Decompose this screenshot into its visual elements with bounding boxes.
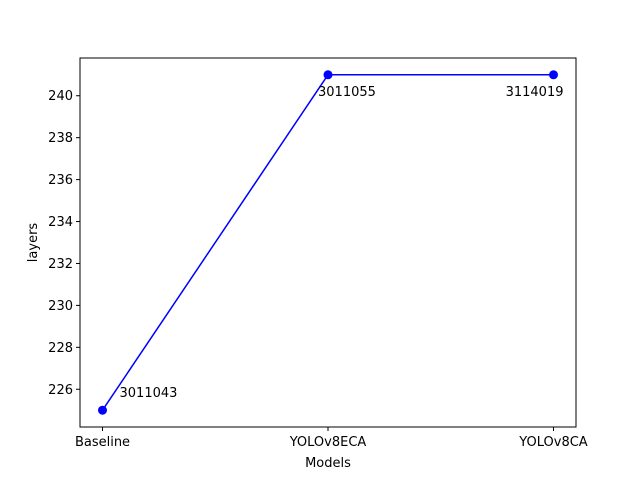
- y-tick-label-8: 240: [48, 89, 73, 104]
- series-group: [98, 70, 558, 415]
- data-label-2: 3011055: [318, 85, 376, 100]
- y-tick-label-6: 236: [48, 173, 73, 188]
- y-tick-label-2: 228: [48, 341, 73, 356]
- y-tick-label-1: 226: [48, 383, 73, 398]
- y-tick-label-3: 230: [48, 299, 73, 314]
- x-axis-label: Models: [305, 456, 351, 471]
- data-label-1: 3011043: [120, 386, 178, 401]
- data-point-2: [323, 70, 333, 80]
- y-tick-label-5: 234: [48, 215, 73, 230]
- x-tick-label-3: YOLOv8CA: [518, 435, 588, 450]
- data-point-3: [549, 70, 558, 80]
- plot-frame: [79, 57, 577, 428]
- x-tick-label-2: YOLOv8ECA: [289, 435, 367, 450]
- x-tick-label-1: Baseline: [75, 435, 130, 450]
- data-point-1: [98, 405, 107, 415]
- y-axis-label: layers: [26, 223, 41, 263]
- y-tick-label-4: 232: [48, 257, 73, 272]
- data-label-3: 3114019: [506, 85, 564, 100]
- axis-ticks: Baseline YOLOv8ECA YOLOv8CA 226 228 230 232 234…: [48, 89, 588, 450]
- y-tick-label-7: 238: [48, 131, 73, 146]
- data-labels: 3011043 3011055 3114019: [120, 85, 564, 401]
